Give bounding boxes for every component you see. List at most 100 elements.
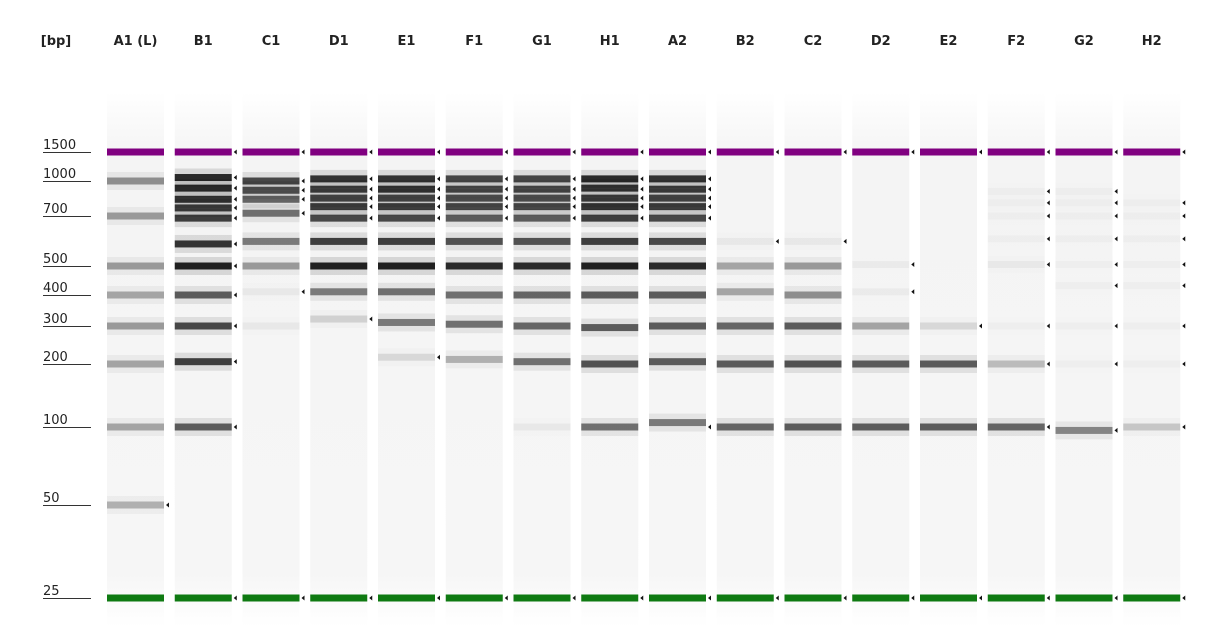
band (174, 358, 232, 366)
lane-g2 (1055, 92, 1113, 627)
peak-marker (233, 323, 237, 329)
band-halo (852, 317, 910, 335)
upper-marker-band (513, 148, 571, 156)
band (445, 185, 503, 193)
lower-marker-band (716, 594, 774, 602)
band-halo (107, 317, 164, 335)
peak-marker (1046, 424, 1050, 430)
peak-marker (843, 238, 847, 244)
lower-marker-band (581, 594, 639, 602)
band (716, 262, 774, 270)
band (378, 237, 435, 245)
band (649, 322, 706, 330)
band-halo (242, 232, 300, 251)
ladder-label-25: 25 (43, 584, 60, 599)
band-halo (1055, 421, 1113, 440)
peak-marker (1114, 323, 1118, 329)
band (852, 288, 909, 295)
peak-marker (775, 238, 779, 244)
lane-label-g2: G2 (1074, 34, 1094, 49)
band-halo (107, 207, 164, 225)
peak-marker (369, 149, 373, 155)
peak-marker (301, 187, 305, 193)
peak-marker (301, 178, 305, 184)
band (1056, 282, 1113, 289)
peak-marker (1046, 361, 1050, 367)
lane-label-d2: D2 (871, 34, 891, 49)
peak-marker (369, 215, 373, 221)
peak-marker (708, 424, 711, 430)
peak-marker (369, 176, 373, 182)
band (310, 262, 368, 270)
peak-marker (1182, 262, 1186, 268)
band (784, 262, 842, 270)
band (513, 262, 571, 270)
band (716, 288, 774, 296)
lane-label-f2: F2 (1007, 34, 1025, 49)
band (242, 186, 300, 194)
peak-marker (1114, 188, 1118, 194)
band (581, 175, 639, 183)
peak-marker (437, 215, 440, 221)
upper-marker-band (1123, 148, 1181, 156)
peak-marker (504, 595, 508, 601)
upper-marker-band (987, 148, 1045, 156)
band (310, 203, 368, 211)
band (513, 185, 571, 193)
band (107, 501, 164, 509)
band-halo (310, 282, 368, 301)
band (174, 423, 232, 431)
peak-marker (166, 502, 169, 508)
band-halo (107, 257, 164, 275)
lane-c2 (784, 92, 842, 627)
peak-marker (640, 204, 644, 210)
band (378, 318, 435, 326)
lane-label-b1: B1 (194, 34, 213, 49)
bp-unit-label: [bp] (41, 34, 72, 49)
band (310, 315, 368, 323)
lower-marker-band (987, 594, 1045, 602)
peak-marker (1114, 361, 1118, 367)
peak-marker (1046, 149, 1050, 155)
peak-marker (369, 186, 373, 192)
lane-label-b2: B2 (736, 34, 755, 49)
lane-label-a1-l: A1 (L) (114, 34, 158, 49)
peak-marker (640, 595, 644, 601)
band (513, 423, 571, 431)
peak-marker (708, 195, 711, 201)
peak-marker (504, 176, 508, 182)
band (310, 194, 368, 202)
peak-marker (911, 289, 915, 295)
ladder-label-1500: 1500 (43, 138, 76, 153)
lower-marker-band (1123, 594, 1181, 602)
peak-marker (437, 186, 440, 192)
band (649, 237, 706, 245)
upper-marker-band (242, 148, 300, 156)
band-halo (107, 355, 164, 373)
peak-marker (437, 149, 440, 155)
peak-marker (1046, 200, 1050, 206)
ladder-label-200: 200 (43, 350, 68, 365)
peak-marker (640, 186, 644, 192)
band (310, 185, 368, 193)
peak-marker (640, 176, 644, 182)
ladder-scale: 1500 1000 700 500 400 300 200 100 50 25 (43, 138, 91, 599)
peak-marker (1182, 361, 1186, 367)
band (920, 360, 977, 368)
peak-marker (1046, 213, 1050, 219)
band (445, 214, 503, 222)
band (1056, 213, 1113, 220)
band (242, 195, 300, 203)
peak-marker (1114, 236, 1118, 242)
band (852, 322, 910, 330)
lane-label-e1: E1 (398, 34, 416, 49)
upper-marker-band (107, 148, 164, 156)
lane-label-g1: G1 (532, 34, 552, 49)
peak-marker (233, 185, 237, 191)
peak-marker (640, 215, 644, 221)
band (581, 214, 639, 222)
peak-marker (708, 215, 711, 221)
band (174, 262, 232, 270)
peak-marker (301, 196, 305, 202)
peak-marker (1182, 236, 1186, 242)
